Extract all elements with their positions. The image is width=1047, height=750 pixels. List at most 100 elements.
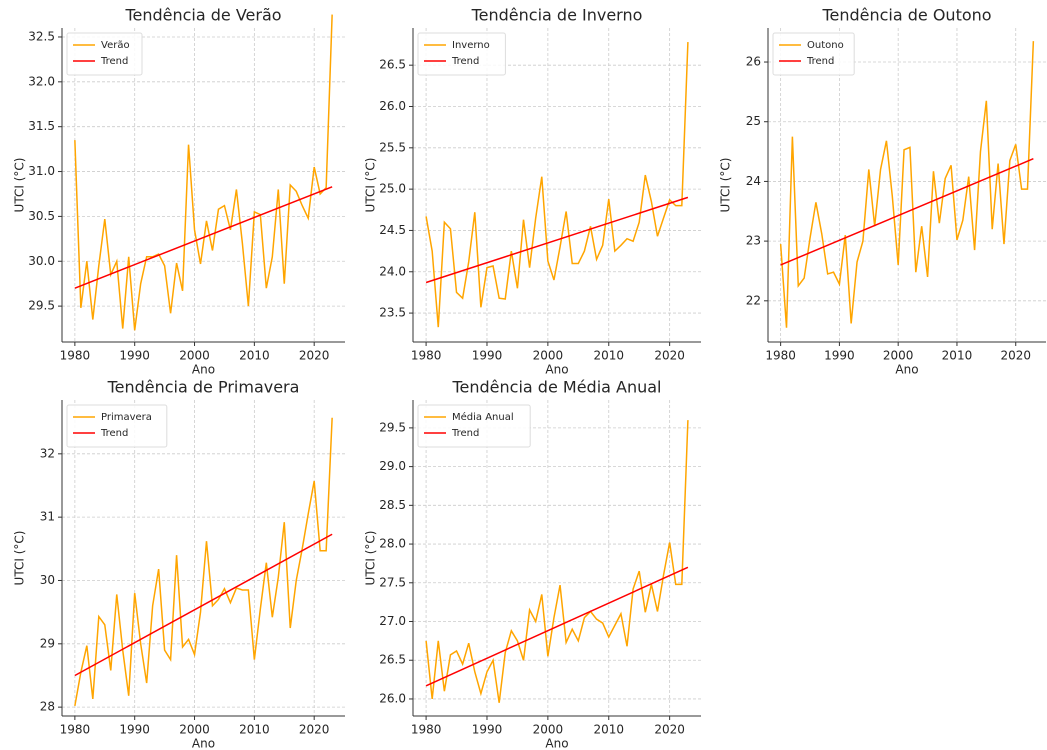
- y-tick-label: 23: [746, 234, 761, 248]
- x-tick-label: 2020: [654, 349, 685, 363]
- series-line: [780, 158, 1034, 266]
- x-tick-label: 2020: [299, 723, 330, 737]
- y-tick-label: 29.5: [379, 420, 406, 434]
- y-tick-label: 31: [40, 510, 55, 524]
- legend-label: Verão: [101, 40, 130, 51]
- y-tick-label: 32.5: [28, 29, 55, 43]
- legend: Média Anual Trend: [417, 404, 531, 448]
- x-tick-label: 2010: [942, 349, 973, 363]
- legend: Inverno Trend: [417, 32, 506, 76]
- legend-label: Primavera: [101, 412, 152, 423]
- x-axis-label: Ano: [895, 363, 918, 377]
- x-tick-label: 1980: [765, 349, 796, 363]
- x-axis-label: Ano: [545, 363, 568, 377]
- legend-label: Trend: [100, 56, 128, 67]
- x-tick-label: 1990: [119, 723, 150, 737]
- x-tick-label: 2000: [533, 349, 564, 363]
- x-tick-label: 1980: [60, 723, 91, 737]
- subplot-title: Tendência de Média Anual: [451, 378, 661, 397]
- y-axis-label: UTCI (°C): [364, 158, 378, 213]
- x-tick-label: 2020: [1000, 349, 1031, 363]
- legend-label: Trend: [100, 428, 128, 439]
- x-tick-label: 1990: [472, 349, 503, 363]
- x-tick-label: 1980: [411, 349, 442, 363]
- x-tick-label: 2010: [239, 723, 270, 737]
- legend-label: Inverno: [452, 40, 490, 51]
- subplot-title: Tendência de Primavera: [107, 378, 300, 397]
- legend-box: [66, 404, 168, 448]
- legend-box: [417, 404, 531, 448]
- subplot: 1980 1990 2000 2010 2020 28 29 30 31 32 Tendência …: [13, 378, 345, 750]
- x-tick-label: 2000: [883, 349, 914, 363]
- y-tick-label: 29.0: [379, 459, 406, 473]
- y-tick-label: 25.0: [379, 182, 406, 196]
- subplot-title: Tendência de Outono: [821, 6, 991, 25]
- subplot-title: Tendência de Inverno: [471, 6, 643, 25]
- y-tick-label: 25: [746, 114, 761, 128]
- series-line: [425, 420, 689, 703]
- series-line: [425, 566, 689, 687]
- y-tick-label: 29.5: [28, 299, 55, 313]
- y-tick-label: 28.0: [379, 537, 406, 551]
- y-axis-label: UTCI (°C): [13, 531, 27, 586]
- y-tick-label: 28: [40, 700, 55, 714]
- series-line: [74, 186, 333, 289]
- legend-label: Outono: [807, 40, 844, 51]
- x-tick-label: 2000: [179, 349, 210, 363]
- y-tick-label: 31.5: [28, 119, 55, 133]
- y-tick-label: 30: [40, 573, 55, 587]
- subplot: 1980 1990 2000 2010 2020 29.5 30.0 30.5 31.0 31.5…: [13, 6, 345, 377]
- x-tick-label: 1990: [472, 723, 503, 737]
- legend-label: Trend: [451, 56, 479, 67]
- x-tick-label: 1980: [411, 723, 442, 737]
- y-tick-label: 26.5: [379, 653, 406, 667]
- y-tick-label: 30.5: [28, 209, 55, 223]
- legend-box: [66, 32, 143, 76]
- x-tick-label: 1990: [824, 349, 855, 363]
- legend-box: [772, 32, 855, 76]
- x-tick-label: 2020: [654, 723, 685, 737]
- x-tick-label: 2010: [593, 723, 624, 737]
- y-tick-label: 26.0: [379, 99, 406, 113]
- x-tick-label: 2020: [299, 349, 330, 363]
- x-axis-label: Ano: [192, 363, 215, 377]
- y-tick-label: 27.5: [379, 575, 406, 589]
- y-tick-label: 24: [746, 174, 761, 188]
- y-axis-label: UTCI (°C): [13, 158, 27, 213]
- series-line: [425, 42, 689, 328]
- series-line: [425, 196, 689, 284]
- subplot: 1980 1990 2000 2010 2020 22 23 24 25 26 Tendência …: [719, 6, 1046, 377]
- series-line: [74, 14, 333, 331]
- y-tick-label: 32: [40, 446, 55, 460]
- subplot: 1980 1990 2000 2010 2020 26.0 26.5 27.0 27.5 28.0…: [364, 378, 701, 750]
- x-tick-label: 2010: [239, 349, 270, 363]
- legend-label: Trend: [451, 428, 479, 439]
- x-tick-label: 1980: [60, 349, 91, 363]
- legend: Outono Trend: [772, 32, 855, 76]
- series-line: [74, 417, 333, 707]
- y-tick-label: 31.0: [28, 164, 55, 178]
- subplot-title: Tendência de Verão: [124, 6, 281, 25]
- y-tick-label: 26.5: [379, 58, 406, 72]
- x-axis-label: Ano: [192, 737, 215, 750]
- series-line: [779, 41, 1035, 328]
- y-axis-label: UTCI (°C): [364, 531, 378, 586]
- x-axis-label: Ano: [545, 737, 568, 750]
- legend: Primavera Trend: [66, 404, 168, 448]
- y-tick-label: 22: [746, 293, 761, 307]
- y-tick-label: 26: [746, 55, 761, 69]
- x-tick-label: 2000: [179, 723, 210, 737]
- y-tick-label: 27.0: [379, 614, 406, 628]
- legend: Verão Trend: [66, 32, 143, 76]
- y-tick-label: 25.5: [379, 140, 406, 154]
- series-line: [74, 533, 333, 677]
- y-tick-label: 26.0: [379, 691, 406, 705]
- y-tick-label: 24.5: [379, 223, 406, 237]
- y-tick-label: 32.0: [28, 74, 55, 88]
- y-tick-label: 30.0: [28, 254, 55, 268]
- legend-box: [417, 32, 506, 76]
- x-tick-label: 1990: [119, 349, 150, 363]
- x-tick-label: 2010: [593, 349, 624, 363]
- subplot: 1980 1990 2000 2010 2020 23.5 24.0 24.5 25.0 25.5…: [364, 6, 701, 377]
